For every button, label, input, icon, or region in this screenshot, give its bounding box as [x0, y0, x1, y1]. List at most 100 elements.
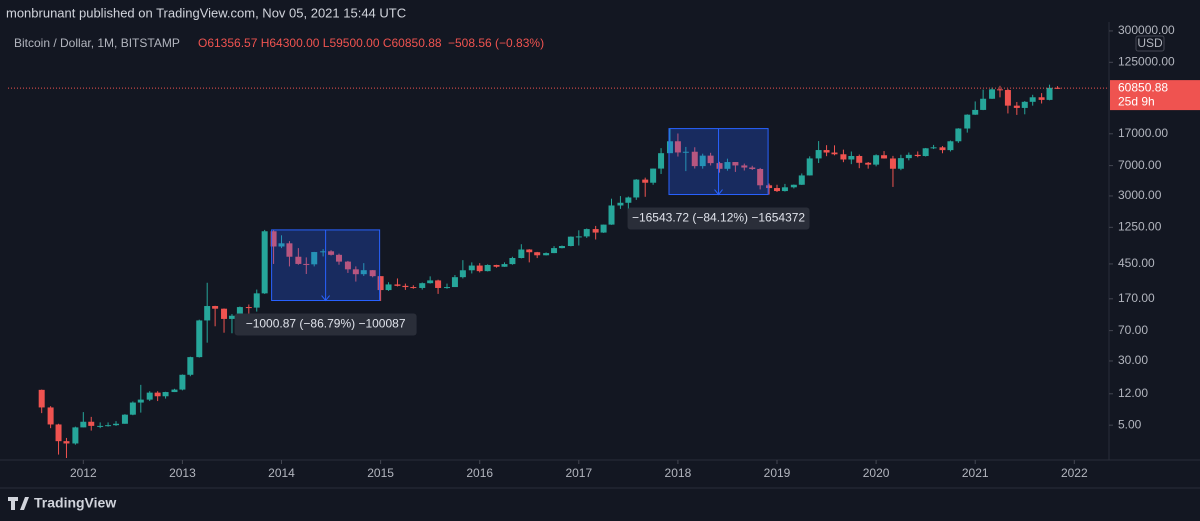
candle-body	[402, 285, 409, 288]
candle-body	[699, 155, 706, 167]
candle-body	[88, 421, 95, 426]
symbol-title: Bitcoin / Dollar, 1M, BITSTAMP	[14, 36, 180, 50]
candle-body	[72, 427, 79, 444]
candle-body	[905, 154, 912, 159]
candle-body	[526, 249, 533, 253]
candle-body	[509, 257, 516, 265]
candle-body	[137, 399, 144, 403]
x-tick-label: 2014	[268, 466, 295, 480]
candle-body	[831, 152, 838, 155]
x-tick-label: 2019	[764, 466, 791, 480]
candle-body	[996, 89, 1003, 91]
candle-body	[1054, 87, 1061, 89]
candle-body	[171, 389, 178, 393]
candle-body	[732, 162, 739, 166]
candle-body	[724, 162, 731, 169]
candle-body	[914, 154, 921, 157]
price-tag	[1110, 80, 1200, 111]
candle-body	[798, 175, 805, 185]
candle-body	[518, 249, 525, 258]
currency-box	[1135, 35, 1165, 52]
x-tick-label: 2015	[367, 466, 394, 480]
candle-body	[451, 277, 458, 288]
candle-body	[113, 423, 120, 426]
candle-body	[352, 269, 359, 275]
candle-body	[228, 315, 235, 319]
candle-body	[261, 231, 268, 294]
y-tick-label: 17000.00	[1118, 126, 1168, 140]
x-tick-label: 2017	[565, 466, 592, 480]
candle-body	[80, 421, 87, 428]
measure-arrowhead	[321, 295, 331, 302]
candle-body	[567, 236, 574, 247]
candle-body	[1029, 97, 1036, 102]
candle-body	[468, 265, 475, 271]
candle-body	[881, 155, 888, 159]
candle-body	[245, 307, 252, 309]
candle-body	[311, 252, 318, 265]
x-tick-label: 2013	[169, 466, 196, 480]
candle-body	[212, 306, 219, 309]
candle-body	[972, 109, 979, 115]
candle-body	[154, 392, 161, 397]
measure-label-box	[627, 207, 810, 230]
measure-arrowhead	[714, 189, 723, 196]
y-tick-label: 125000.00	[1118, 54, 1175, 68]
candle-body	[63, 441, 70, 444]
candle-body	[939, 147, 946, 151]
candle-body	[848, 155, 855, 160]
candle-body	[278, 243, 285, 247]
candle-body	[360, 270, 367, 275]
candle-body	[741, 165, 748, 168]
y-tick-label: 450.00	[1118, 256, 1155, 270]
currency: USD	[1137, 36, 1163, 50]
x-tick-label: 2012	[70, 466, 97, 480]
y-tick-label: 12.00	[1118, 386, 1148, 400]
y-tick-label: 3000.00	[1118, 188, 1162, 202]
candle-body	[774, 188, 781, 192]
candle-body	[121, 414, 128, 424]
x-tick-label: 2016	[466, 466, 493, 480]
candle-body	[806, 158, 813, 176]
candle-body	[221, 308, 228, 319]
candle-body	[716, 163, 723, 169]
candle-body	[493, 264, 500, 267]
x-tick-label: 2020	[863, 466, 890, 480]
x-tick-label: 2021	[962, 466, 989, 480]
candle-body	[682, 151, 689, 153]
publisher: monbrunant published on TradingView.com,…	[6, 5, 406, 20]
candle-body	[1046, 87, 1053, 100]
candle-body	[97, 425, 104, 427]
candle-body	[196, 320, 203, 358]
candle-body	[236, 307, 243, 316]
x-tick-label: 2022	[1061, 466, 1088, 480]
measure-label: −16543.72 (−84.12%) −1654372	[632, 211, 805, 225]
candle-body	[369, 270, 376, 277]
candle-body	[344, 261, 351, 270]
candle-body	[989, 89, 996, 99]
candle-body	[790, 184, 797, 188]
y-tick-label: 300000.00	[1118, 23, 1175, 37]
y-tick-label: 30.00	[1118, 353, 1148, 367]
change: −508.56 (−0.83%)	[448, 36, 544, 50]
y-tick-label: 70.00	[1118, 323, 1148, 337]
candle-body	[642, 179, 649, 183]
candle-body	[295, 256, 302, 264]
candle-body	[707, 155, 714, 164]
measure-label: −1000.87 (−86.79%) −100087	[246, 317, 406, 331]
candle-body	[187, 357, 194, 375]
candle-body	[335, 254, 342, 262]
candle-body	[179, 374, 186, 390]
candle-body	[749, 167, 756, 169]
candle-body	[650, 168, 657, 183]
candle-body	[873, 155, 880, 165]
candle-body	[633, 179, 640, 198]
candle-body	[476, 265, 483, 272]
candle-body	[146, 392, 153, 400]
logo: TradingView	[34, 495, 116, 511]
candle-body	[1004, 90, 1011, 106]
logo-icon	[8, 497, 29, 510]
